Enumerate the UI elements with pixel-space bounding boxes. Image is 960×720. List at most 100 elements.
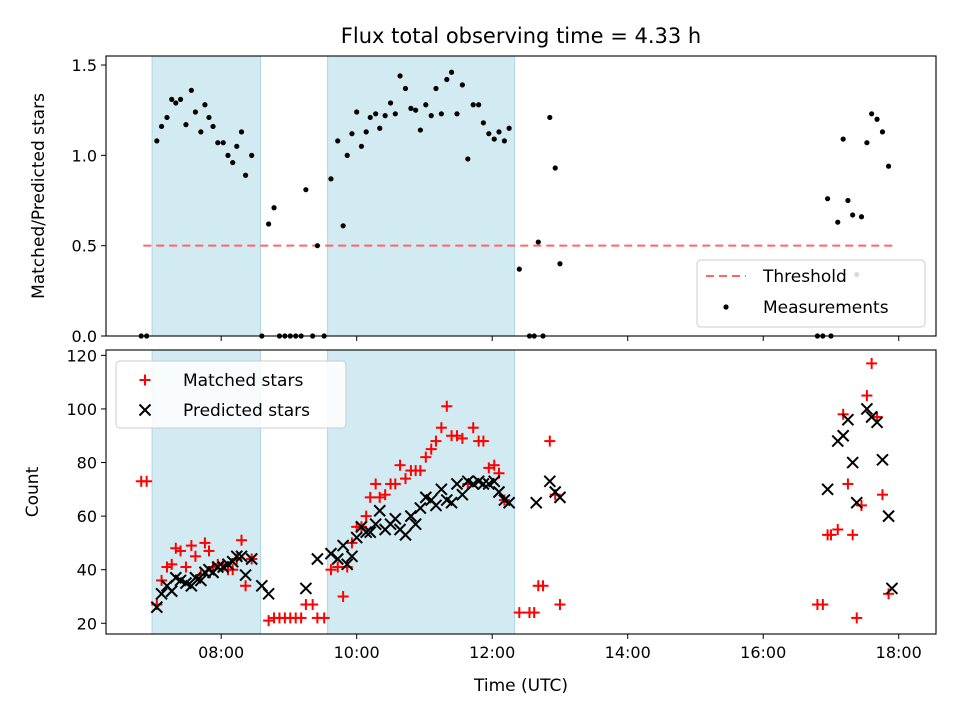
measurement-point — [413, 107, 419, 113]
measurement-point — [215, 140, 221, 146]
count-y-tick-label: 40 — [77, 561, 97, 580]
measurement-point — [234, 143, 240, 149]
predicted-star-point — [502, 496, 516, 509]
predicted-star-point — [245, 552, 258, 566]
count-y-axis-label: Count — [23, 466, 43, 517]
x-tick-label: 08:00 — [198, 643, 244, 662]
predicted-star-point — [373, 504, 386, 517]
predicted-star-point — [488, 475, 501, 488]
matched-star-point — [236, 534, 248, 546]
matched-star-point — [537, 580, 549, 592]
predicted-star-point — [345, 550, 359, 563]
predicted-star-point — [364, 525, 377, 539]
legend-matched-swatch — [139, 374, 151, 386]
measurement-point — [879, 129, 886, 135]
measurement-point — [266, 221, 272, 227]
predicted-star-point — [876, 453, 889, 467]
count-y-tick-label: 100 — [66, 400, 97, 419]
measurement-point — [230, 159, 236, 166]
predicted-star-point — [409, 517, 422, 531]
matched-star-point — [883, 588, 895, 600]
measurement-point — [225, 152, 231, 158]
x-axis-label: Time (UTC) — [473, 676, 568, 696]
predicted-star-point — [882, 509, 895, 523]
matched-star-point — [876, 489, 888, 501]
matched-star-point — [325, 564, 337, 576]
measurement-point — [242, 172, 249, 178]
measurement-point — [164, 114, 170, 121]
measurement-point — [557, 261, 563, 267]
measurement-point — [845, 197, 851, 204]
matched-star-point — [554, 599, 566, 611]
matched-star-point — [379, 489, 391, 501]
matched-star-point — [360, 510, 372, 522]
measurement-point — [158, 123, 165, 130]
measurement-point — [869, 111, 875, 117]
count-panel: 08:00 10:00 12:00 14:00 16:00 18:00 20 40 60 80 1… — [23, 346, 937, 696]
matched-star-point — [414, 465, 426, 477]
measurement-point — [335, 138, 341, 144]
matched-star-point — [430, 435, 442, 447]
measurement-point — [824, 196, 831, 202]
measurement-point — [340, 223, 346, 229]
predicted-star-point — [530, 496, 543, 509]
measurement-point — [428, 113, 434, 119]
measurement-point — [552, 165, 558, 171]
matched-star-point — [318, 612, 330, 624]
matched-star-point — [295, 612, 307, 624]
measurement-point — [354, 109, 360, 115]
legend-predicted-label: Predicted stars — [183, 401, 310, 421]
measurement-point — [516, 266, 522, 272]
predicted-star-point — [404, 509, 418, 523]
matched-star-point — [847, 529, 859, 541]
predicted-star-point — [194, 574, 208, 587]
measurement-point — [874, 116, 880, 122]
measurement-point — [202, 102, 208, 108]
predicted-star-point — [359, 525, 373, 539]
predicted-star-point — [262, 587, 275, 601]
measurement-point — [169, 96, 175, 102]
measurement-point — [459, 82, 465, 88]
matched-star-point — [866, 357, 878, 369]
matched-star-point — [394, 459, 406, 471]
predicted-star-point — [477, 477, 490, 491]
measurement-point — [438, 111, 444, 117]
matched-star-point — [370, 478, 382, 490]
matched-star-point — [435, 422, 447, 434]
measurement-point — [486, 131, 492, 137]
predicted-star-point — [350, 531, 363, 544]
measurement-point — [367, 114, 373, 121]
chart-title: Flux total observing time = 4.33 h — [341, 24, 701, 48]
predicted-star-point — [850, 496, 863, 509]
measurement-point — [210, 123, 216, 130]
count-y-tick-label: 60 — [77, 507, 97, 526]
measurement-point — [480, 120, 486, 126]
predicted-star-point — [553, 491, 567, 504]
matched-star-point — [240, 580, 252, 592]
measurement-point — [177, 96, 184, 102]
ratio-legend-box — [696, 259, 926, 328]
matched-star-point — [441, 400, 453, 412]
matched-star-point — [477, 435, 489, 447]
predicted-star-point — [324, 547, 338, 560]
matched-star-point — [871, 411, 883, 423]
legend-predicted-swatch — [138, 403, 152, 417]
predicted-star-point — [150, 601, 164, 614]
measurement-point — [154, 138, 160, 144]
count-panel-frame — [105, 349, 937, 635]
matched-star-point — [332, 561, 344, 573]
matched-star-point — [851, 612, 863, 624]
matched-star-point — [544, 435, 556, 447]
predicted-star-point — [456, 488, 469, 501]
ratio-legend: Threshold Measurements — [696, 259, 926, 328]
measurement-point — [864, 140, 870, 146]
measurement-point — [349, 131, 355, 137]
measurement-point — [387, 100, 394, 106]
predicted-star-point — [414, 501, 427, 515]
matched-star-point — [861, 390, 873, 402]
measurement-point — [885, 163, 892, 169]
x-tick-label: 10:00 — [334, 643, 380, 662]
ratio-y-tick-label: 1.5 — [72, 56, 97, 75]
measurement-point — [417, 127, 423, 133]
